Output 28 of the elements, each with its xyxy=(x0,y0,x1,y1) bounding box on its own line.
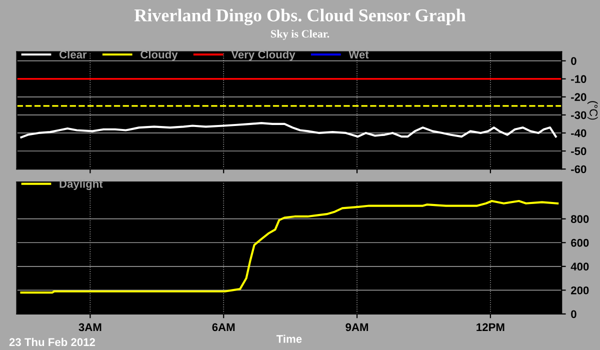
legend-label: Very Cloudy xyxy=(231,50,296,61)
x-tick-label: 6AM xyxy=(212,323,235,332)
y-tick-label: 0 xyxy=(571,57,576,65)
chart-subtitle: Sky is Clear. xyxy=(271,30,330,40)
y-tick-label: 0 xyxy=(571,310,576,318)
x-axis-title: Time xyxy=(276,334,302,343)
line-series xyxy=(20,122,557,138)
y-tick-label: 400 xyxy=(570,262,589,271)
y-tick-label: -60 xyxy=(571,165,586,174)
legend-label: Cloudy xyxy=(140,50,178,61)
x-tick-label: 12PM xyxy=(476,323,504,332)
y-tick-label: -30 xyxy=(571,111,586,120)
legend-label: Clear xyxy=(59,50,87,58)
y-tick-label: -20 xyxy=(571,93,586,102)
x-tick-label: 3AM xyxy=(78,323,102,332)
y-tick-label: -10 xyxy=(571,75,586,83)
line-series xyxy=(20,200,559,294)
y-tick-label: 200 xyxy=(571,286,589,294)
legend-label: Wet xyxy=(348,50,369,58)
y-tick-label: 800 xyxy=(570,215,589,223)
x-tick-label: 9AM xyxy=(346,323,368,332)
y-tick-label: -50 xyxy=(571,147,586,156)
y-tick-label: -40 xyxy=(571,129,586,138)
y-axis-title: (°C) xyxy=(587,101,598,120)
legend-label: Daylight xyxy=(60,180,103,190)
y-tick-label: 600 xyxy=(571,238,589,247)
chart-title: Riverland Dingo Obs. Cloud Sensor Graph xyxy=(134,8,466,26)
text: 23 Thu Feb 2012 xyxy=(9,338,96,346)
